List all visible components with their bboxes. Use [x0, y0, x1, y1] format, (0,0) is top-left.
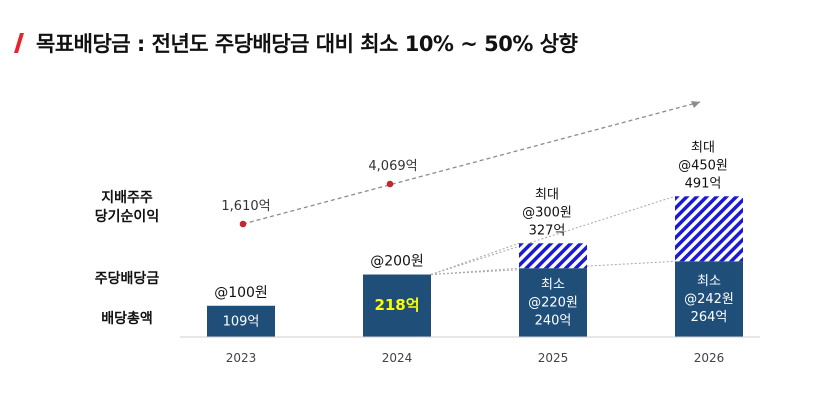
net-income-point-2023 — [239, 220, 247, 228]
connector-line — [430, 242, 520, 275]
net-income-point-2024 — [386, 180, 394, 188]
bar-value-label-2024: 218억 — [374, 296, 419, 314]
bar-value-label-2025: 최소 @220원 240억 — [528, 278, 578, 329]
net-income-trend-line — [242, 101, 701, 225]
connector-line — [430, 195, 676, 275]
bar-max-2026 — [675, 196, 743, 262]
max-label-2025: 최대 @300원 327억 — [522, 187, 572, 238]
trend-arrow-icon — [691, 101, 700, 108]
title-accent-icon — [14, 33, 24, 53]
bar-max-2025 — [519, 243, 587, 269]
net-income-label-2023: 1,610억 — [221, 199, 270, 214]
net-income-label-2024: 4,069억 — [368, 159, 417, 174]
bar-value-label-2026: 최소 @242원 264억 — [684, 274, 734, 325]
bar-value-label-2023: 109억 — [223, 314, 260, 329]
max-label-2026: 최대 @450원 491억 — [678, 140, 728, 191]
x-tick-2026: 2026 — [694, 351, 725, 365]
row-label-total-dividend: 배당총액 — [101, 310, 153, 327]
x-tick-2024: 2024 — [382, 351, 413, 365]
header: 목표배당금 : 전년도 주당배당금 대비 최소 10% ~ 50% 상향 — [14, 28, 578, 58]
connector-line — [430, 260, 676, 276]
connector-line — [430, 267, 520, 276]
bar-2026 — [675, 261, 743, 337]
bar-2025 — [519, 268, 587, 337]
x-tick-2023: 2023 — [226, 351, 257, 365]
bar-2024 — [363, 274, 431, 337]
dps-label-2023: @100원 — [214, 285, 268, 301]
x-tick-2025: 2025 — [538, 351, 569, 365]
bar-2023 — [207, 305, 275, 337]
dps-label-2024: @200원 — [370, 254, 424, 270]
page-title: 목표배당금 : 전년도 주당배당금 대비 최소 10% ~ 50% 상향 — [36, 32, 578, 56]
row-label-net-income: 지배주주 당기순이익 — [95, 190, 159, 225]
row-label-dps: 주당배당금 — [95, 270, 160, 287]
